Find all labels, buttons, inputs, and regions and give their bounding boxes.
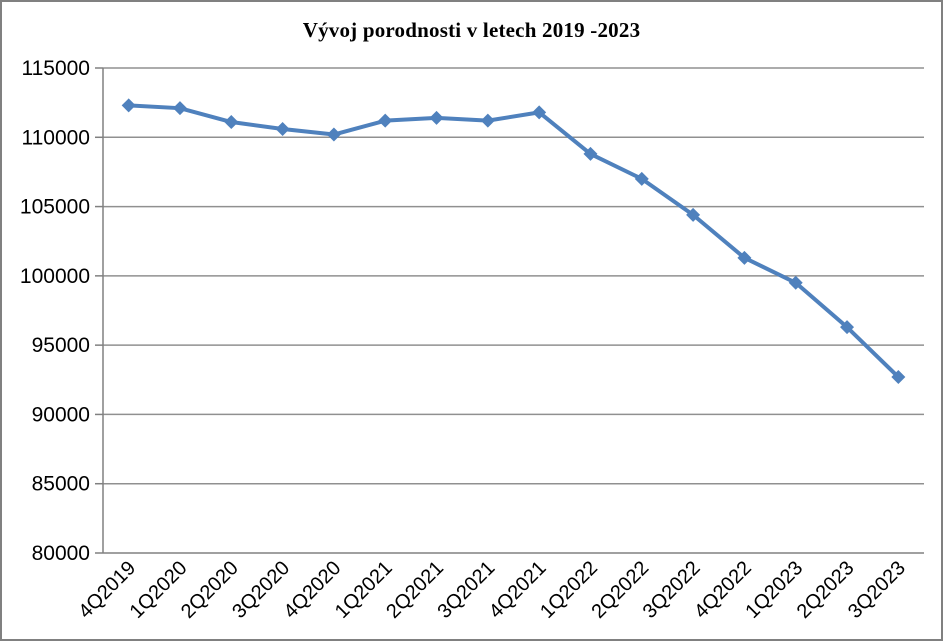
y-tick-label: 105000 bbox=[20, 196, 90, 219]
chart-title: Vývoj porodnosti v letech 2019 -2023 bbox=[302, 18, 641, 42]
y-tick-label: 110000 bbox=[21, 126, 90, 149]
data-point-marker bbox=[788, 275, 803, 290]
data-point-marker bbox=[224, 115, 239, 130]
data-point-marker bbox=[686, 207, 701, 222]
data-point-marker bbox=[737, 250, 752, 265]
data-point-marker bbox=[891, 370, 906, 385]
data-point-marker bbox=[429, 110, 444, 125]
y-tick-label: 100000 bbox=[20, 265, 90, 288]
y-tick-label: 115000 bbox=[21, 57, 90, 80]
data-series-line bbox=[126, 103, 901, 380]
data-point-marker bbox=[634, 171, 649, 186]
y-tick-label: 80000 bbox=[32, 542, 90, 565]
y-tick-label: 90000 bbox=[32, 403, 90, 426]
data-point-marker bbox=[275, 121, 290, 136]
data-point-marker bbox=[121, 98, 136, 113]
data-point-marker bbox=[583, 146, 598, 161]
y-tick-label: 95000 bbox=[32, 334, 90, 357]
x-tick-label: 3Q2023 bbox=[844, 557, 910, 623]
data-point-marker bbox=[480, 113, 495, 128]
data-point-marker bbox=[172, 101, 187, 116]
data-point-marker bbox=[532, 105, 547, 120]
y-tick-label: 85000 bbox=[32, 473, 90, 496]
data-point-marker bbox=[840, 320, 855, 335]
data-point-marker bbox=[378, 113, 393, 128]
data-point-marker bbox=[326, 127, 341, 142]
